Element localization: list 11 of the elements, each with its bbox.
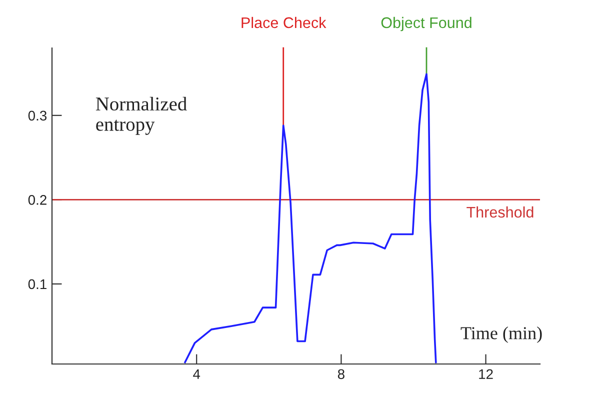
y-tick-label: 0.2 (28, 195, 46, 205)
ref-line-label: Threshold (466, 206, 534, 218)
x-tick-label: 4 (193, 369, 200, 379)
ref-line-label: Object Found (381, 16, 472, 32)
ref-line-label: Place Check (242, 16, 326, 28)
x-tick-label: 8 (338, 369, 344, 380)
x-tick-label: 12 (479, 369, 493, 379)
x-axis-title: Time (min) (460, 326, 542, 343)
y-axis-title: Normalized entropy (96, 96, 187, 135)
y-tick-label: 0.1 (28, 279, 46, 290)
y-tick-label: 0.3 (28, 110, 47, 121)
